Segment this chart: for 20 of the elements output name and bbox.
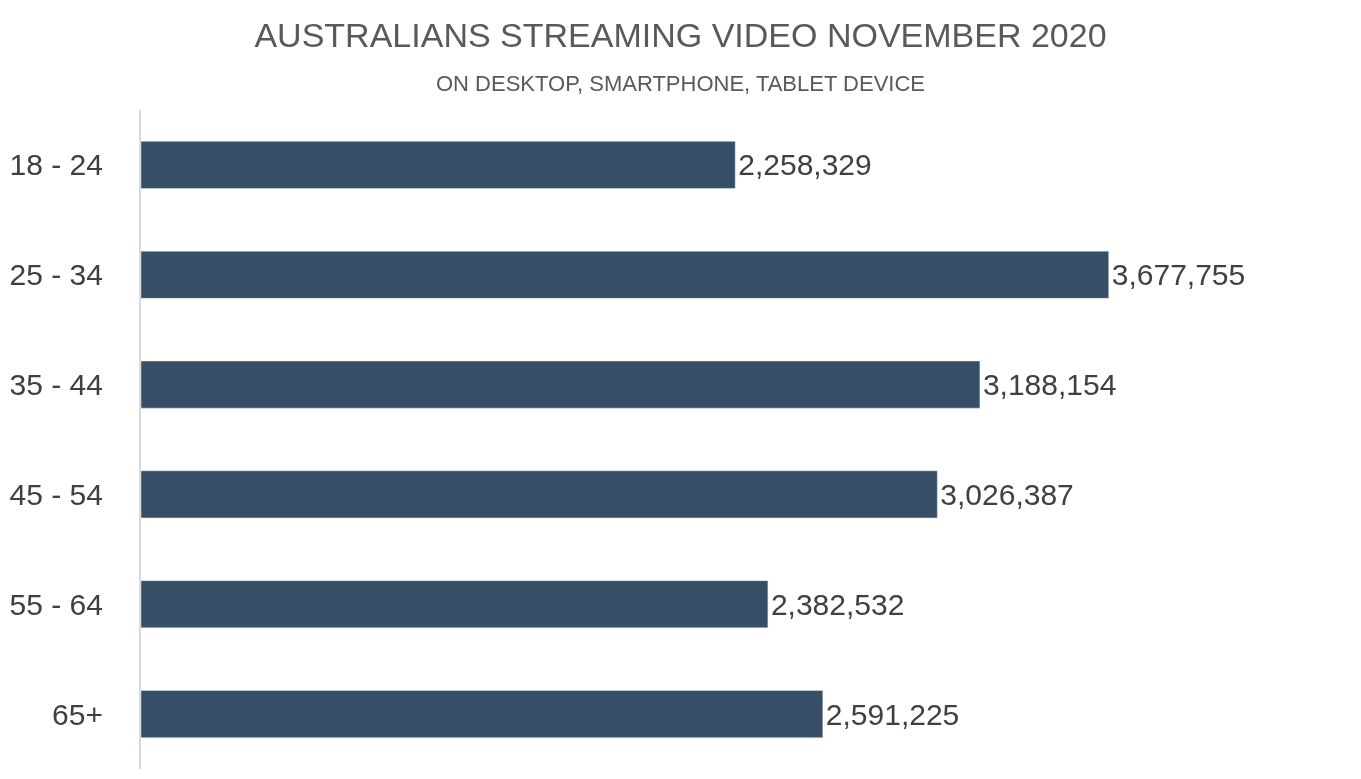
bar xyxy=(141,141,736,189)
chart-title: AUSTRALIANS STREAMING VIDEO NOVEMBER 2020 xyxy=(254,15,1107,54)
bar xyxy=(141,250,1109,299)
y-tick-label: 25 - 34 xyxy=(9,258,103,292)
y-tick-label: 45 - 54 xyxy=(9,477,103,511)
data-label: 2,382,532 xyxy=(770,587,905,621)
y-tick-label: 65+ xyxy=(52,697,103,731)
bar xyxy=(141,580,769,629)
data-label: 3,026,387 xyxy=(940,477,1074,511)
data-label: 2,591,225 xyxy=(825,697,960,731)
y-tick-label: 55 - 64 xyxy=(9,587,103,621)
bar xyxy=(141,470,938,519)
chart-subtitle: ON DESKTOP, SMARTPHONE, TABLET DEVICE xyxy=(435,70,926,96)
bar xyxy=(141,360,981,409)
data-label: 3,188,154 xyxy=(982,368,1117,402)
data-label: 2,258,329 xyxy=(738,148,872,182)
y-tick-label: 18 - 24 xyxy=(9,148,103,182)
y-tick-label: 35 - 44 xyxy=(9,368,103,402)
data-label: 3,677,755 xyxy=(1111,258,1246,292)
bar xyxy=(141,690,824,738)
